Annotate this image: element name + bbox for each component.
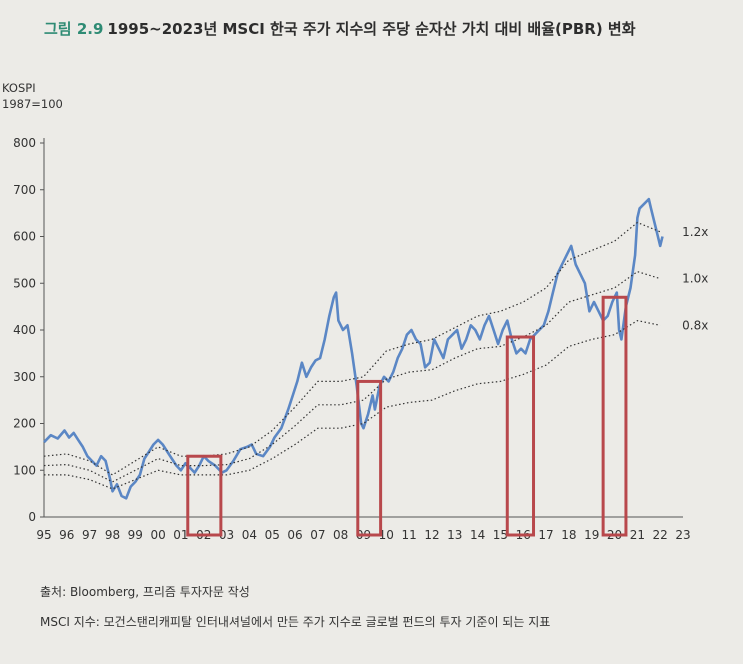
msci-korea-index-line [43,197,664,500]
x-tick-label: 14 [470,528,485,542]
x-tick-label: 11 [402,528,417,542]
source-note: 출처: Bloomberg, 프리즘 투자자문 작성 [40,585,250,599]
x-tick-label: 03 [219,528,234,542]
x-tick-label: 15 [493,528,508,542]
figure-number: 그림 2.9 [44,20,104,38]
y-tick-label: 300 [13,370,36,384]
pbr-band-label: 1.0x [682,272,708,286]
x-tick-label: 00 [150,528,165,542]
x-tick-label: 12 [424,528,439,542]
y-tick-label: 500 [13,276,36,290]
y-tick-label: 400 [13,323,36,337]
x-tick-label: 06 [287,528,302,542]
pbr-band-line [43,270,661,483]
chart-title: 그림 2.9 1995~2023년 MSCI 한국 주가 지수의 주당 순자산 가… [44,18,636,39]
highlight-box [186,454,223,537]
highlight-box [601,295,628,537]
x-tick-label: 08 [333,528,348,542]
x-tick-label: 96 [59,528,74,542]
x-tick-label: 95 [36,528,51,542]
y-tick-label: 600 [13,230,36,244]
x-tick-label: 01 [173,528,188,542]
x-tick-label: 19 [584,528,599,542]
title-text: 1995~2023년 MSCI 한국 주가 지수의 주당 순자산 가치 대비 배… [107,20,636,38]
x-tick-label: 22 [653,528,668,542]
x-tick-label: 07 [310,528,325,542]
pbr-band-label: 0.8x [682,318,708,332]
unit-line-1: KOSPI [2,81,36,95]
x-tick-label: 10 [379,528,394,542]
x-tick-label: 97 [82,528,97,542]
y-tick-label: 800 [13,136,36,150]
pbr-line-chart: 0 100 200 300 400 500 600 700 800 95 96 97 98 99 00 01 0… [13,136,708,542]
x-tick-label: 18 [561,528,576,542]
y-tick-label: 0 [28,510,36,524]
msci-footnote: MSCI 지수: 모건스탠리캐피탈 인터내셔널에서 만든 주가 지수로 글로벌 … [40,615,551,629]
x-tick-label: 21 [630,528,645,542]
x-tick-label: 98 [105,528,120,542]
x-tick-label: 17 [538,528,553,542]
x-tick-label: 99 [128,528,143,542]
highlight-box [356,379,383,537]
x-tick-label: 13 [447,528,462,542]
unit-line-2: 1987=100 [2,97,63,111]
x-tick-label: 05 [265,528,280,542]
x-tick-label: 23 [675,528,690,542]
y-axis-unit: KOSPI 1987=100 [2,80,63,112]
highlight-box [505,335,536,537]
pbr-band-label: 1.2x [682,225,708,239]
y-tick-label: 700 [13,183,36,197]
y-tick-label: 200 [13,417,36,431]
y-tick-label: 100 [13,463,36,477]
x-tick-label: 04 [242,528,257,542]
pbr-band-line [43,221,661,476]
